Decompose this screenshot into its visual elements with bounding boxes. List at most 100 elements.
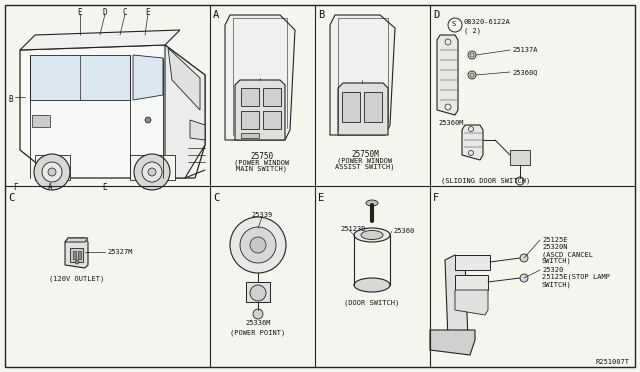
Text: ( 2): ( 2) <box>464 27 481 33</box>
Text: 25336M: 25336M <box>245 320 271 326</box>
Polygon shape <box>20 30 180 50</box>
Bar <box>342 92 360 122</box>
Polygon shape <box>65 238 88 242</box>
Text: F: F <box>433 193 439 203</box>
Circle shape <box>468 51 476 59</box>
Text: B: B <box>8 95 13 104</box>
Bar <box>241 88 259 106</box>
Ellipse shape <box>354 278 390 292</box>
Circle shape <box>48 168 56 176</box>
Text: B: B <box>318 10 324 20</box>
Polygon shape <box>65 238 88 268</box>
Text: 25320: 25320 <box>542 267 563 273</box>
Circle shape <box>250 285 266 301</box>
Polygon shape <box>455 275 488 290</box>
Text: 25320N: 25320N <box>542 244 568 250</box>
Circle shape <box>145 117 151 123</box>
Text: (ASCD CANCEL: (ASCD CANCEL <box>542 251 593 257</box>
Circle shape <box>148 168 156 176</box>
Text: 25360Q: 25360Q <box>512 69 538 75</box>
Text: 25750: 25750 <box>250 152 273 161</box>
Polygon shape <box>455 255 490 270</box>
Bar <box>263 111 281 129</box>
Polygon shape <box>168 48 200 110</box>
Polygon shape <box>430 330 475 355</box>
Text: (SLIDING DOOR SWITCH): (SLIDING DOOR SWITCH) <box>441 178 530 185</box>
Circle shape <box>42 162 62 182</box>
Bar <box>364 92 382 122</box>
Polygon shape <box>338 83 388 135</box>
Ellipse shape <box>354 228 390 242</box>
Text: S: S <box>452 21 456 27</box>
Text: E: E <box>146 8 150 17</box>
Bar <box>241 133 259 138</box>
Polygon shape <box>70 248 83 262</box>
Text: (POWER POINT): (POWER POINT) <box>230 330 285 337</box>
Polygon shape <box>225 15 295 140</box>
Text: D: D <box>433 10 439 20</box>
Circle shape <box>468 71 476 79</box>
Polygon shape <box>35 155 70 180</box>
Text: (POWER WINDOW: (POWER WINDOW <box>234 159 290 166</box>
Circle shape <box>520 254 528 262</box>
Text: SWITCH): SWITCH) <box>542 281 572 288</box>
Text: 25360: 25360 <box>393 228 414 234</box>
Ellipse shape <box>361 231 383 240</box>
Circle shape <box>250 237 266 253</box>
Polygon shape <box>133 55 163 100</box>
Text: C: C <box>8 193 14 203</box>
Text: 08320-6122A: 08320-6122A <box>464 19 511 25</box>
Ellipse shape <box>366 200 378 206</box>
Bar <box>32 115 50 127</box>
Polygon shape <box>246 282 270 302</box>
Polygon shape <box>130 155 175 180</box>
Text: (POWER WINDOW: (POWER WINDOW <box>337 157 392 164</box>
Circle shape <box>142 162 162 182</box>
Text: E: E <box>102 183 108 192</box>
Bar <box>78 251 81 259</box>
Text: (120V OUTLET): (120V OUTLET) <box>49 275 104 282</box>
Text: SWITCH): SWITCH) <box>542 258 572 264</box>
Circle shape <box>134 154 170 190</box>
Polygon shape <box>20 45 205 178</box>
Text: 25339: 25339 <box>252 212 273 218</box>
Text: 25750M: 25750M <box>351 150 379 159</box>
Circle shape <box>240 227 276 263</box>
Text: A: A <box>48 183 52 192</box>
Polygon shape <box>445 255 468 340</box>
Circle shape <box>520 274 528 282</box>
Polygon shape <box>190 120 205 140</box>
Circle shape <box>34 154 70 190</box>
Bar <box>263 88 281 106</box>
Polygon shape <box>30 55 130 100</box>
Text: F: F <box>13 183 17 192</box>
Polygon shape <box>510 150 530 165</box>
Text: 25137A: 25137A <box>512 47 538 53</box>
Bar <box>241 111 259 129</box>
Bar <box>73 251 76 259</box>
Text: (DOOR SWITCH): (DOOR SWITCH) <box>344 300 399 307</box>
Text: 25327M: 25327M <box>107 249 132 255</box>
Text: 25360M: 25360M <box>438 120 463 126</box>
Text: ASSIST SWITCH): ASSIST SWITCH) <box>335 164 395 170</box>
Text: D: D <box>102 8 108 17</box>
Polygon shape <box>455 290 488 315</box>
Circle shape <box>75 260 79 264</box>
Text: 25125E: 25125E <box>542 237 568 243</box>
Text: C: C <box>213 193 220 203</box>
Text: 25125E(STOP LAMP: 25125E(STOP LAMP <box>542 274 610 280</box>
Circle shape <box>230 217 286 273</box>
Text: C: C <box>123 8 127 17</box>
Text: E: E <box>77 8 83 17</box>
Polygon shape <box>462 125 483 160</box>
Circle shape <box>253 309 263 319</box>
Polygon shape <box>437 35 458 115</box>
Text: MAIN SWITCH): MAIN SWITCH) <box>237 166 287 173</box>
Text: 25123D: 25123D <box>340 226 365 232</box>
Text: E: E <box>318 193 324 203</box>
Polygon shape <box>330 15 395 135</box>
Polygon shape <box>235 80 285 140</box>
Text: A: A <box>213 10 220 20</box>
Text: R251007T: R251007T <box>596 359 630 365</box>
Polygon shape <box>165 45 205 178</box>
